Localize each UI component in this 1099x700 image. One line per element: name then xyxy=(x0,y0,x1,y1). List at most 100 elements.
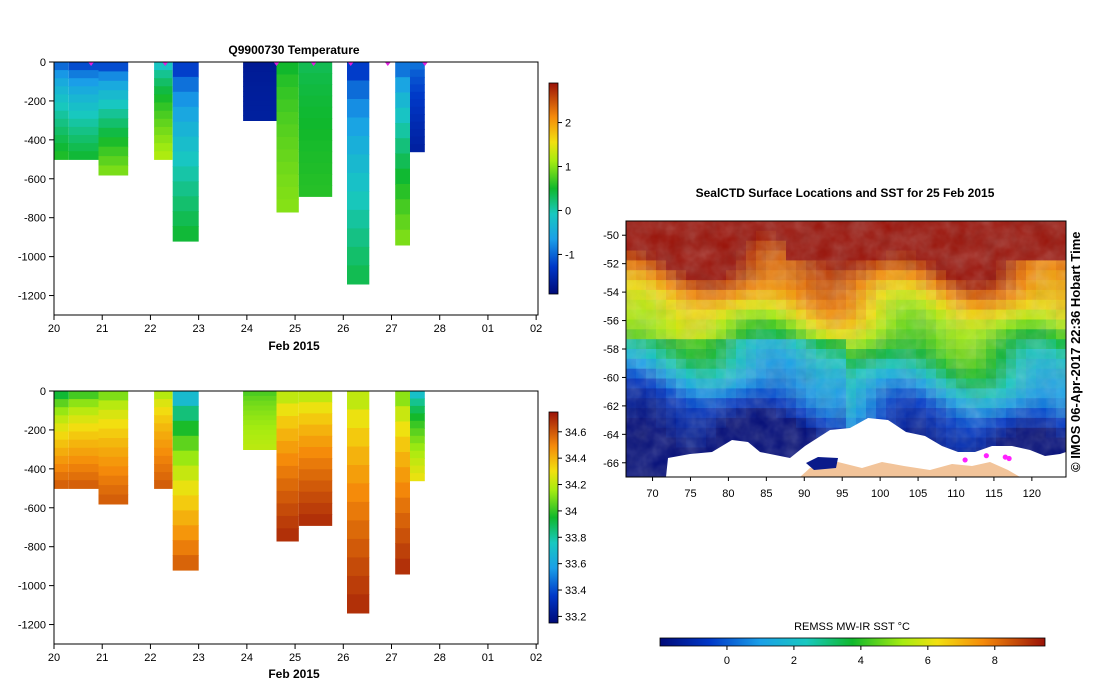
profile-5-cell xyxy=(243,429,277,436)
profile-0-cell xyxy=(54,391,69,400)
colorbar-tick-label: 33.8 xyxy=(565,532,586,544)
y-tick-label: -800 xyxy=(24,542,46,554)
profile-1-cell xyxy=(68,78,99,87)
profile-3-cell xyxy=(154,455,173,465)
temperature-y-axis: 0 -200 -400 -600 -800 -1000 -1200 xyxy=(18,57,54,303)
profile-8-cell xyxy=(347,501,370,521)
profile-2-cell xyxy=(98,165,129,176)
map-y-tick-label: -60 xyxy=(603,372,619,384)
profile-9-cell xyxy=(395,482,410,499)
profile-5-cell xyxy=(243,91,277,97)
profile-1-cell xyxy=(68,415,99,424)
seal-location-point xyxy=(962,457,968,463)
profile-8-cell xyxy=(347,409,370,429)
x-tick-label: 02 xyxy=(530,652,542,664)
profile-1-cell xyxy=(68,447,99,457)
profile-7-cell xyxy=(298,413,333,426)
profile-3-cell xyxy=(154,118,173,128)
x-tick-label: 22 xyxy=(144,652,156,664)
profile-8-cell xyxy=(347,446,370,466)
salinity-colorbar: 34.6 34.4 34.2 34 33.8 33.6 33.4 33.2 xyxy=(548,411,586,623)
profile-5-cell xyxy=(243,391,277,397)
profile-5-cell xyxy=(243,405,277,412)
profile-5-cell xyxy=(243,66,277,73)
profile-3-cell xyxy=(154,135,173,144)
profile-10-cell xyxy=(410,99,425,108)
colorbar-tick-label: -1 xyxy=(565,249,575,261)
profile-9-cell xyxy=(395,497,410,514)
x-tick-label: 21 xyxy=(96,323,108,335)
profile-3-cell xyxy=(154,62,173,71)
profile-8-cell xyxy=(347,209,370,229)
map-y-tick-label: -54 xyxy=(603,287,619,299)
map-x-tick-label: 90 xyxy=(798,488,810,500)
colorbar-tick-label: 0 xyxy=(565,205,571,217)
colorbar-tick-label: 33.6 xyxy=(565,559,586,571)
y-tick-label: -200 xyxy=(24,96,46,108)
colorbar-tick-label: 34 xyxy=(565,506,577,518)
profile-10-cell xyxy=(410,450,425,459)
profile-6-cell xyxy=(276,174,299,188)
profile-5-cell xyxy=(243,420,277,426)
profile-6-cell xyxy=(276,416,299,430)
y-tick-label: 0 xyxy=(40,57,46,69)
profile-5-cell xyxy=(243,400,277,407)
profile-6-cell xyxy=(276,478,299,492)
profile-2-cell xyxy=(98,156,129,167)
sst-colorbar-tick-label: 6 xyxy=(925,655,931,667)
profile-9-cell xyxy=(395,107,410,124)
profile-6-cell xyxy=(276,136,299,150)
profile-3-cell xyxy=(154,86,173,95)
profile-2-cell xyxy=(98,71,129,82)
profile-1-cell xyxy=(68,423,99,433)
profile-0-cell xyxy=(54,431,69,441)
sst-map-title: SealCTD Surface Locations and SST for 25… xyxy=(696,186,995,200)
profile-6-cell xyxy=(276,441,299,455)
profile-7-cell xyxy=(298,84,333,97)
profile-8-cell xyxy=(347,228,370,248)
profile-10-cell xyxy=(410,398,425,407)
profile-10-cell xyxy=(410,129,425,138)
profile-2-cell xyxy=(98,428,129,439)
temperature-x-label: Feb 2015 xyxy=(268,339,320,353)
profile-5-cell xyxy=(243,425,277,431)
x-tick-label: 01 xyxy=(482,652,494,664)
profile-4-cell xyxy=(172,391,199,407)
profile-2-cell xyxy=(98,456,129,467)
profile-3-cell xyxy=(154,407,173,416)
profile-5-cell xyxy=(243,410,277,416)
x-tick-label: 26 xyxy=(337,323,349,335)
profile-9-cell xyxy=(395,528,410,544)
profile-3-cell xyxy=(154,143,173,152)
profile-3-cell xyxy=(154,415,173,424)
surface-marker xyxy=(347,62,354,66)
profile-9-cell xyxy=(395,214,410,231)
profile-0-cell xyxy=(54,151,69,160)
profile-10-cell xyxy=(410,458,425,467)
profile-5-cell xyxy=(243,96,277,102)
profile-4-cell xyxy=(172,151,199,167)
profile-4-cell xyxy=(172,226,199,242)
profile-2-cell xyxy=(98,90,129,101)
profile-3-cell xyxy=(154,423,173,433)
x-tick-label: 20 xyxy=(48,323,60,335)
x-tick-label: 20 xyxy=(48,652,60,664)
profile-7-cell xyxy=(298,514,333,526)
profile-6-cell xyxy=(276,465,299,479)
profile-6-cell xyxy=(276,186,299,200)
profile-6-cell xyxy=(276,74,299,88)
profile-10-cell xyxy=(410,435,425,444)
profile-5-cell xyxy=(243,71,277,78)
profile-1-cell xyxy=(68,399,99,408)
profile-7-cell xyxy=(298,391,333,403)
profile-6-cell xyxy=(276,403,299,417)
colorbar-tick-label: 33.4 xyxy=(565,585,586,597)
profile-2-cell xyxy=(98,391,129,401)
profile-10-cell xyxy=(410,443,425,452)
x-tick-label: 25 xyxy=(289,652,301,664)
profile-5-cell xyxy=(243,439,277,446)
profile-1-cell xyxy=(68,431,99,441)
profile-4-cell xyxy=(172,211,199,227)
sst-colorbar-tick-label: 8 xyxy=(992,655,998,667)
profile-0-cell xyxy=(54,78,69,87)
